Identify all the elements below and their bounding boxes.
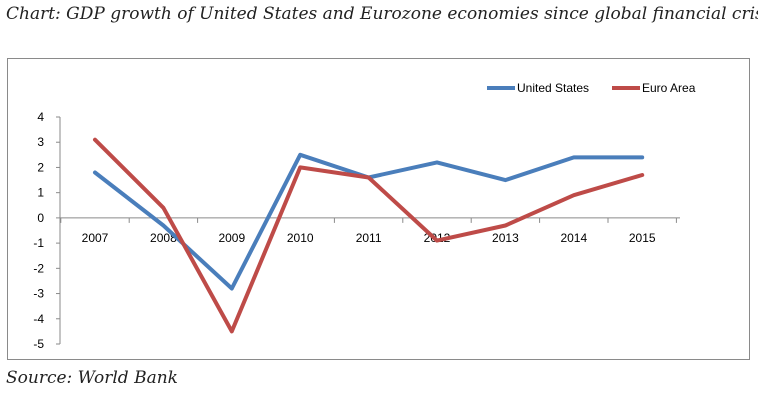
x-tick-label: 2010 bbox=[287, 231, 314, 245]
y-tick-label: -3 bbox=[33, 287, 44, 301]
series-line-united-states bbox=[93, 152, 645, 291]
y-tick-label: 3 bbox=[37, 135, 44, 149]
legend-label: Euro Area bbox=[642, 81, 696, 95]
y-tick-label: -4 bbox=[33, 312, 44, 326]
source-note: Source: World Bank bbox=[6, 368, 178, 388]
x-tick-label: 2014 bbox=[560, 231, 587, 245]
legend-group: United States Euro Area bbox=[487, 81, 696, 95]
x-tick-label: 2015 bbox=[629, 231, 656, 245]
y-tick-label: -2 bbox=[33, 261, 44, 275]
x-tick-label: 2011 bbox=[356, 231, 382, 245]
series-group bbox=[93, 137, 645, 334]
y-tick-label: 4 bbox=[37, 110, 44, 124]
chart-title: Chart: GDP growth of United States and E… bbox=[6, 4, 758, 24]
y-tick-label: 2 bbox=[37, 160, 44, 174]
legend-label: United States bbox=[517, 81, 589, 95]
y-tick-label: 0 bbox=[37, 211, 44, 225]
y-tick-label: -1 bbox=[33, 236, 44, 250]
y-tick-label: -5 bbox=[33, 337, 44, 351]
y-tick-label: 1 bbox=[37, 186, 44, 200]
x-tick-label: 2007 bbox=[82, 231, 109, 245]
chart-frame bbox=[7, 58, 750, 360]
x-tick-label: 2013 bbox=[492, 231, 519, 245]
x-tick-label: 2009 bbox=[218, 231, 245, 245]
